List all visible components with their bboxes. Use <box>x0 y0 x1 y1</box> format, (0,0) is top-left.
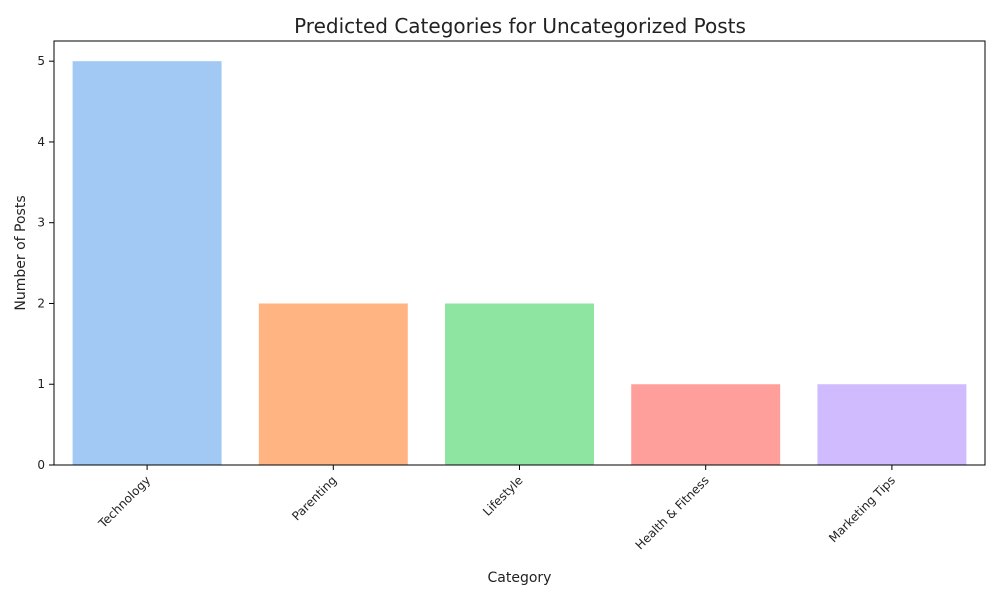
x-axis: Technology Parenting Lifestyle Health & Fit… <box>95 465 898 552</box>
bars-group <box>72 61 967 465</box>
y-axis: 0 1 2 3 4 5 <box>37 54 54 472</box>
y-tick-label: 4 <box>37 135 45 149</box>
y-tick-label: 2 <box>37 296 45 310</box>
x-tick-label: Parenting <box>289 473 339 523</box>
y-axis-label: Number of Posts <box>13 195 29 310</box>
bar-technology <box>72 61 222 465</box>
plot-frame <box>53 40 986 466</box>
x-tick-label: Lifestyle <box>480 473 526 519</box>
y-tick-label: 1 <box>37 377 45 391</box>
x-tick-label: Technology <box>95 473 153 531</box>
x-tick-label: Marketing Tips <box>826 473 898 545</box>
bar-lifestyle <box>445 303 594 465</box>
chart-title: Predicted Categories for Uncategorized P… <box>294 14 746 38</box>
bar-marketing-tips <box>817 384 967 465</box>
y-tick-label: 3 <box>37 216 45 230</box>
bar-parenting <box>258 303 408 465</box>
y-tick-label: 5 <box>37 54 45 68</box>
x-axis-label: Category <box>488 570 552 586</box>
bar-health-fitness <box>631 384 781 465</box>
x-tick-label: Health & Fitness <box>633 473 712 552</box>
y-tick-label: 0 <box>37 458 45 472</box>
